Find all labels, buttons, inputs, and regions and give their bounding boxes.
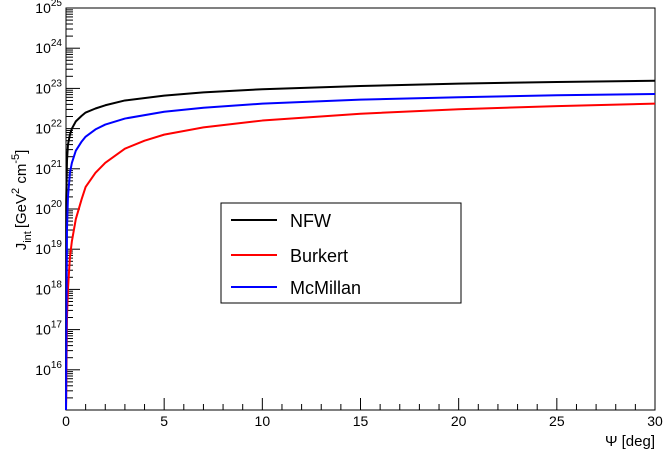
y-tick-label: 1021 [35,159,62,177]
y-tick-label: 1025 [35,0,62,16]
y-tick-label: 1016 [35,360,62,378]
series-line-burkert [65,102,656,411]
x-tick-label: 20 [451,413,467,429]
y-tick-label: 1022 [35,119,62,137]
x-tick-label: 0 [62,413,70,429]
x-tick-label: 25 [549,413,565,429]
x-tick-label: 5 [160,413,168,429]
y-tick-label: 1020 [35,199,62,217]
y-tick-label: 1018 [35,279,62,297]
legend-label-burkert: Burkert [290,246,348,266]
legend-label-nfw: NFW [290,211,331,231]
x-tick-label: 30 [647,413,663,429]
x-tick-label: 10 [255,413,271,429]
series-line-nfw [65,79,656,411]
y-tick-label: 1019 [35,239,62,257]
y-tick-label: 1017 [35,320,62,338]
x-tick-label: 15 [353,413,369,429]
series-lines [65,79,656,411]
series-line-mcmillan [65,93,656,411]
x-axis-label: Ψ [deg] [605,433,655,450]
y-tick-label: 1023 [35,78,62,96]
legend-label-mcmillan: McMillan [290,278,361,298]
y-tick-label: 1024 [35,38,62,56]
y-axis-label: Jint[GeV2 cm-5] [10,150,34,251]
legend: NFW Burkert McMillan [220,202,462,304]
x-axis-ticks: 0 5 10 15 20 25 30 [62,398,663,429]
y-axis-ticks: 1016 1017 1018 1019 1020 1021 1022 1023 1024 1025 [35,0,80,399]
